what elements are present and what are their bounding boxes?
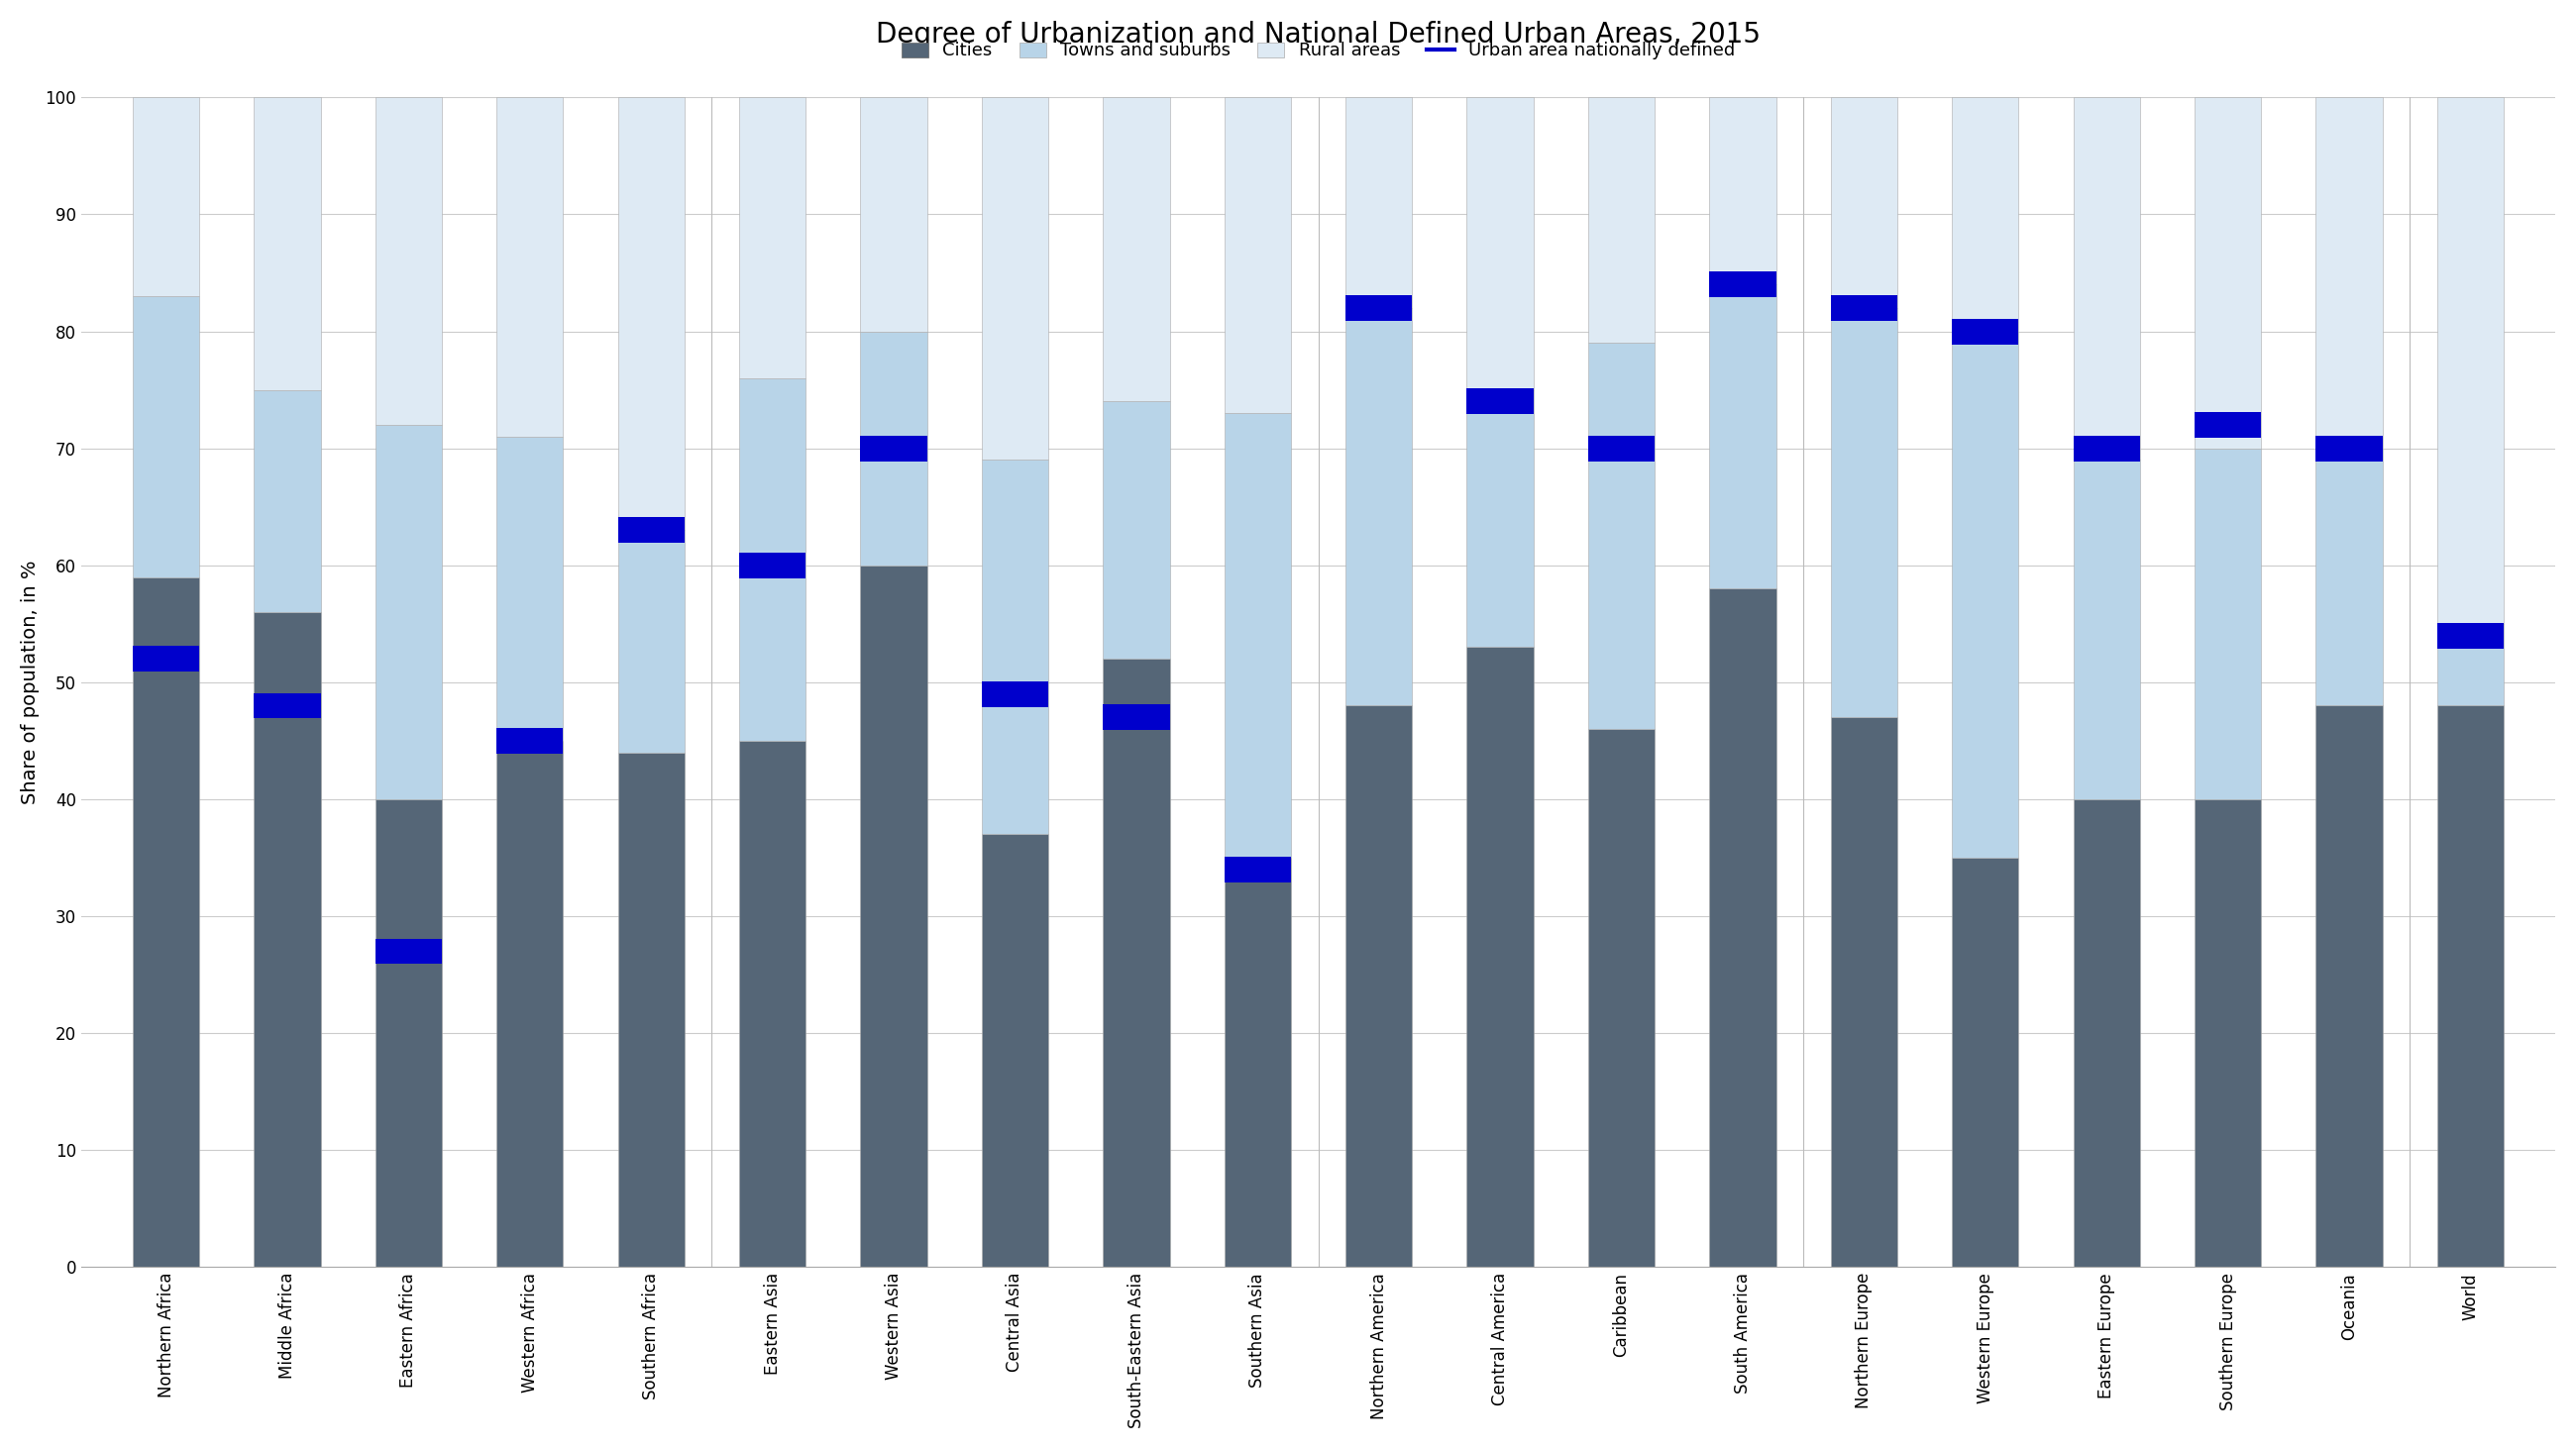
Bar	[1832, 717, 1899, 1266]
Bar	[860, 436, 927, 461]
Bar	[2316, 97, 2383, 448]
Bar	[1103, 401, 1170, 659]
Bar	[1224, 97, 1291, 413]
Bar	[1710, 97, 1775, 284]
Bar	[981, 459, 1048, 835]
Bar	[2074, 459, 2141, 800]
Bar	[2195, 800, 2262, 1266]
Bar	[1953, 97, 2020, 332]
Bar	[2437, 706, 2504, 1266]
Bar	[255, 693, 319, 719]
Bar	[2074, 436, 2141, 461]
Bar	[739, 552, 806, 578]
Bar	[1587, 343, 1654, 729]
Bar	[1466, 648, 1533, 1266]
Bar	[1710, 284, 1775, 588]
Bar	[1832, 296, 1899, 320]
Bar	[1953, 332, 2020, 858]
Bar	[497, 436, 564, 740]
Bar	[376, 800, 443, 1266]
Bar	[2437, 97, 2504, 625]
Bar	[497, 97, 564, 436]
Bar	[255, 390, 319, 611]
Bar	[860, 97, 927, 332]
Bar	[1832, 309, 1899, 717]
Bar	[618, 517, 685, 543]
Bar	[1710, 588, 1775, 1266]
Bar	[1466, 97, 1533, 390]
Bar	[1345, 706, 1412, 1266]
Legend: Cities, Towns and suburbs, Rural areas, Urban area nationally defined: Cities, Towns and suburbs, Rural areas, …	[902, 42, 1736, 59]
Bar	[134, 577, 198, 1266]
Bar	[2437, 623, 2504, 648]
Bar	[860, 565, 927, 1266]
Bar	[981, 681, 1048, 707]
Bar	[134, 646, 198, 672]
Bar	[376, 425, 443, 800]
Bar	[134, 97, 198, 296]
Bar	[1466, 388, 1533, 414]
Bar	[1832, 97, 1899, 309]
Bar	[1345, 97, 1412, 309]
Bar	[134, 296, 198, 577]
Bar	[1345, 296, 1412, 320]
Bar	[1710, 272, 1775, 297]
Bar	[739, 97, 806, 378]
Bar	[2437, 625, 2504, 706]
Bar	[2195, 97, 2262, 448]
Bar	[2195, 448, 2262, 800]
Bar	[1103, 659, 1170, 1266]
Bar	[739, 378, 806, 740]
Bar	[1953, 319, 2020, 345]
Bar	[1587, 729, 1654, 1266]
Bar	[2316, 706, 2383, 1266]
Bar	[255, 611, 319, 1266]
Bar	[2195, 412, 2262, 438]
Bar	[618, 530, 685, 752]
Bar	[497, 727, 564, 753]
Bar	[2074, 800, 2141, 1266]
Bar	[618, 752, 685, 1266]
Bar	[497, 740, 564, 1266]
Bar	[1224, 856, 1291, 882]
Title: Degree of Urbanization and National Defined Urban Areas, 2015: Degree of Urbanization and National Defi…	[876, 20, 1759, 48]
Bar	[1587, 97, 1654, 343]
Bar	[739, 740, 806, 1266]
Bar	[1224, 858, 1291, 1266]
Bar	[1466, 390, 1533, 648]
Bar	[1103, 97, 1170, 401]
Bar	[2316, 436, 2383, 461]
Bar	[1587, 436, 1654, 461]
Bar	[981, 835, 1048, 1266]
Bar	[618, 97, 685, 530]
Y-axis label: Share of population, in %: Share of population, in %	[21, 561, 39, 804]
Bar	[1953, 858, 2020, 1266]
Bar	[376, 939, 443, 964]
Bar	[860, 332, 927, 565]
Bar	[981, 97, 1048, 459]
Bar	[1103, 704, 1170, 730]
Bar	[255, 97, 319, 390]
Bar	[1224, 413, 1291, 858]
Bar	[1345, 309, 1412, 706]
Bar	[2316, 448, 2383, 706]
Bar	[376, 97, 443, 425]
Bar	[2074, 97, 2141, 459]
